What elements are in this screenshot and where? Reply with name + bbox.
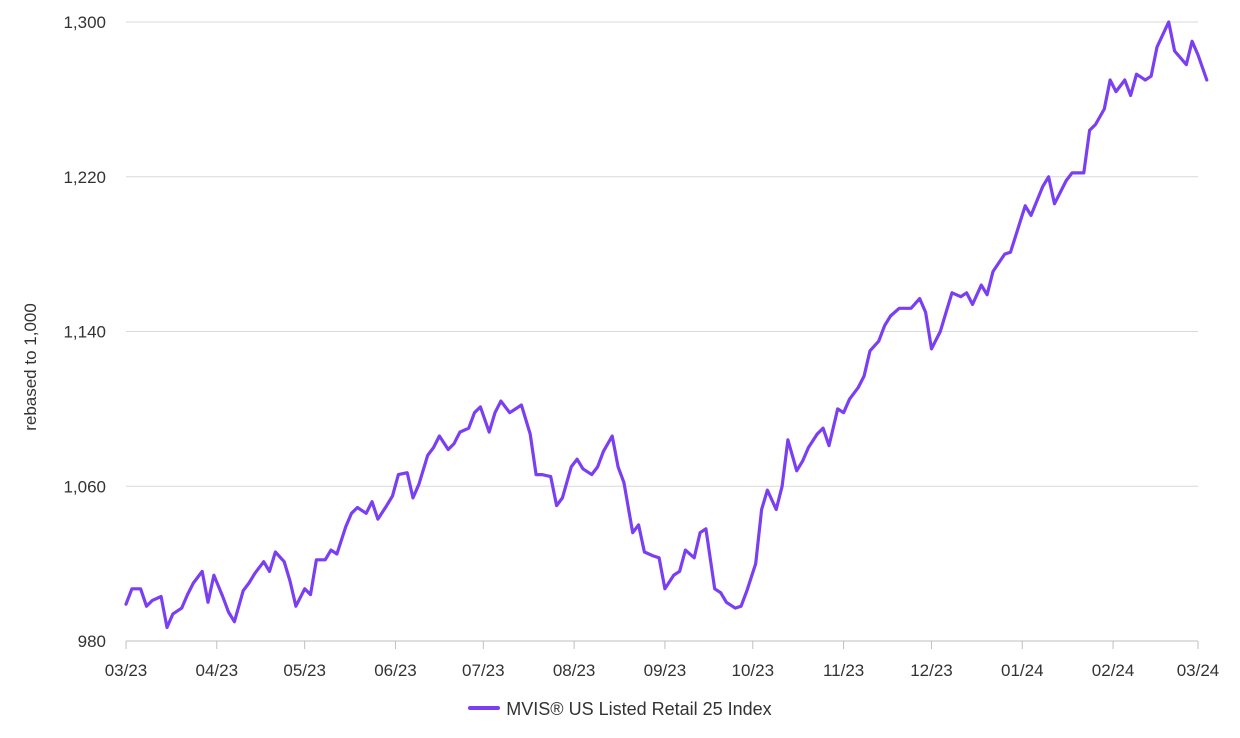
- x-tick-label: 03/23: [105, 661, 148, 680]
- x-tick-label: 07/23: [462, 661, 505, 680]
- y-tick-label: 1,060: [63, 477, 106, 496]
- y-tick-label: 980: [78, 632, 106, 651]
- x-tick-label: 08/23: [553, 661, 596, 680]
- x-tick-label: 04/23: [196, 661, 239, 680]
- series-line: [124, 20, 1209, 630]
- series-group: [124, 20, 1209, 630]
- y-tick-label: 1,140: [63, 323, 106, 342]
- x-tick-label: 02/24: [1092, 661, 1135, 680]
- x-tick-label: 01/24: [1001, 661, 1044, 680]
- y-tick-label: 1,220: [63, 168, 106, 187]
- y-axis-ticks: 980 1,060 1,140 1,220 1,300: [63, 13, 106, 651]
- x-tick-label: 09/23: [644, 661, 687, 680]
- x-axis-ticks: 03/23 04/23 05/23 06/23 07/23 08/23 09/23 10/23…: [105, 641, 1220, 680]
- legend: MVIS® US Listed Retail 25 Index: [0, 699, 1240, 720]
- gridlines: [126, 21, 1198, 487]
- x-tick-label: 05/23: [283, 661, 326, 680]
- y-tick-label: 1,300: [63, 13, 106, 32]
- x-tick-label: 11/23: [823, 661, 864, 680]
- legend-label: MVIS® US Listed Retail 25 Index: [506, 699, 772, 719]
- x-tick-label: 12/23: [910, 661, 953, 680]
- x-tick-label: 06/23: [374, 661, 417, 680]
- x-tick-label: 03/24: [1177, 661, 1220, 680]
- legend-swatch: [468, 706, 501, 711]
- y-axis-title: rebased to 1,000: [21, 303, 40, 431]
- x-tick-label: 10/23: [732, 661, 775, 680]
